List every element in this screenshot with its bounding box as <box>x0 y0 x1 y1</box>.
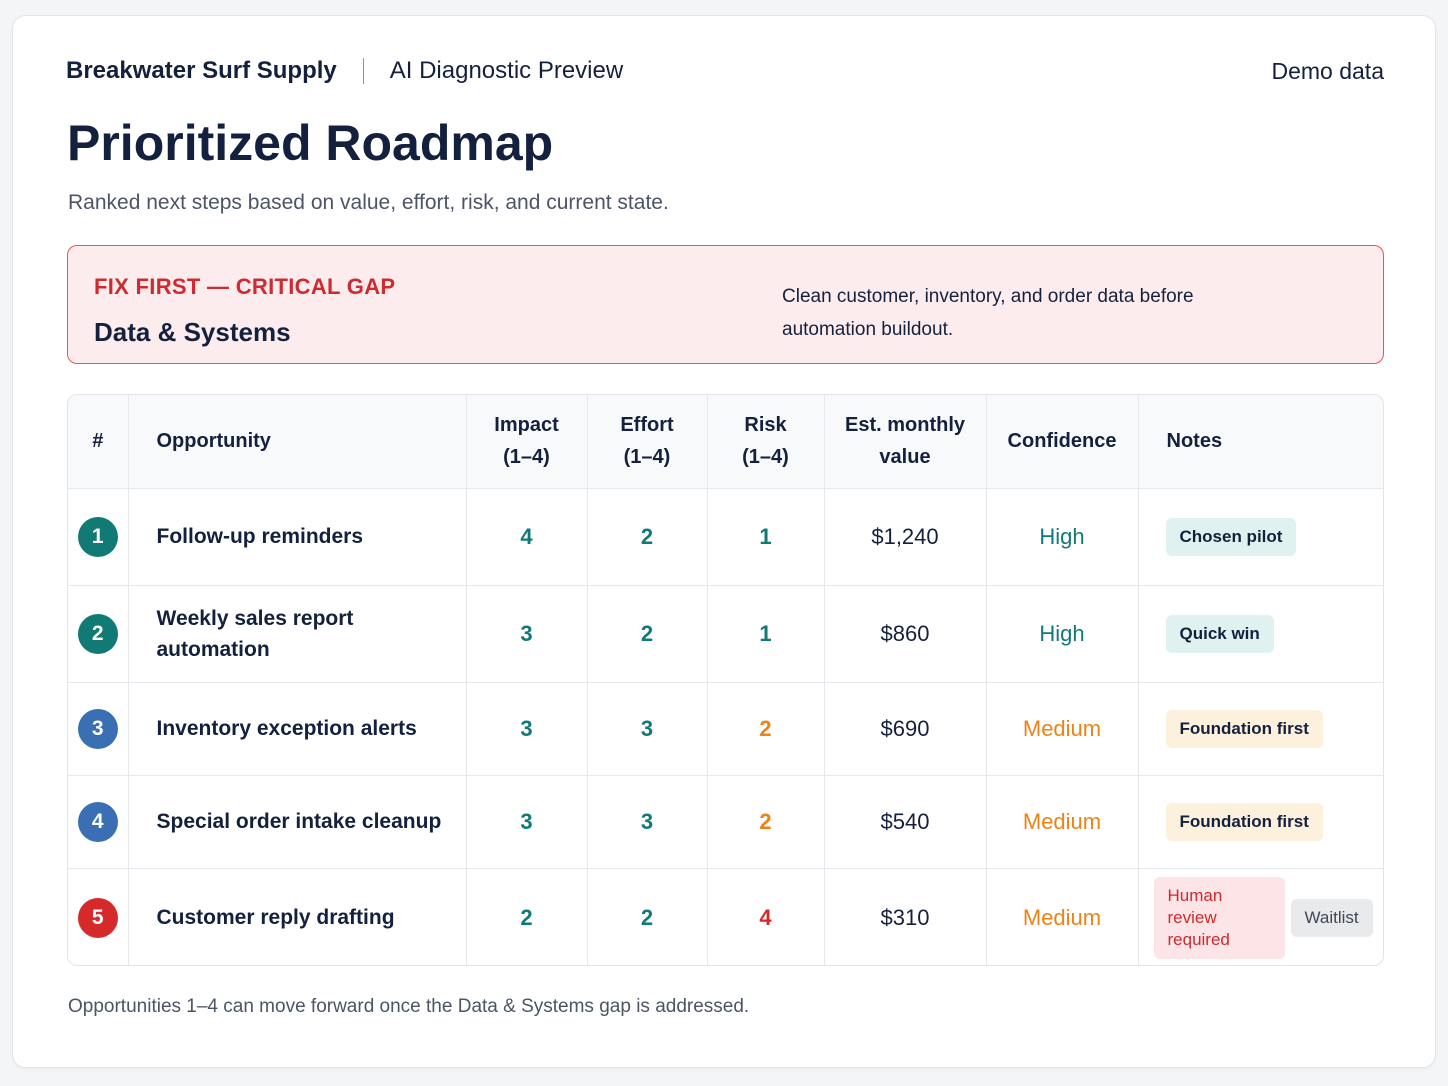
effort-score: 2 <box>640 523 654 549</box>
rank-badge: 4 <box>77 801 118 842</box>
risk-score: 4 <box>759 904 772 930</box>
note-badge: Foundation first <box>1165 802 1323 841</box>
confidence-level: High <box>1039 523 1085 549</box>
monthly-value: $540 <box>880 808 930 834</box>
table-row: 5 Customer reply drafting 2 2 4 $310 Med… <box>68 868 1383 965</box>
monthly-value: $690 <box>880 715 930 741</box>
confidence-level: Medium <box>1022 904 1102 930</box>
col-header-impact: Impact (1–4) <box>466 395 588 489</box>
rank-badge: 5 <box>77 897 118 938</box>
effort-score: 3 <box>640 715 654 741</box>
roadmap-table: # Opportunity Impact (1–4) Effort (1–4) Ri… <box>67 394 1384 966</box>
impact-score: 2 <box>520 904 533 930</box>
effort-score: 2 <box>640 620 654 646</box>
alert-text: Clean customer, inventory, and order dat… <box>782 286 1194 340</box>
impact-score: 4 <box>520 523 533 549</box>
monthly-value: $1,240 <box>871 523 939 549</box>
alert-kicker: FIX FIRST — CRITICAL GAP <box>94 274 396 299</box>
rank-badge: 1 <box>77 516 118 557</box>
demo-data-label: Demo data <box>1271 57 1384 84</box>
page-title: Prioritized Roadmap <box>67 115 554 171</box>
table-header-row: # Opportunity Impact (1–4) Effort (1–4) Ri… <box>68 395 1383 489</box>
note-badge: Quick win <box>1165 614 1274 653</box>
risk-score: 2 <box>759 808 772 834</box>
rank-badge: 2 <box>77 613 118 654</box>
header: Breakwater Surf Supply AI Diagnostic Pre… <box>66 54 1384 88</box>
effort-score: 3 <box>640 808 654 834</box>
table-row: 2 Weekly sales report automation 3 2 1 $… <box>68 585 1383 683</box>
note-badge: Chosen pilot <box>1165 517 1297 556</box>
confidence-level: Medium <box>1022 808 1102 834</box>
col-header-notes: Notes <box>1138 395 1383 489</box>
col-header-opportunity: Opportunity <box>128 395 467 489</box>
critical-gap-alert: FIX FIRST — CRITICAL GAP Data & Systems … <box>67 245 1384 364</box>
effort-score: 2 <box>640 904 654 930</box>
risk-score: 2 <box>759 715 772 741</box>
opportunity-name: Customer reply drafting <box>128 868 467 965</box>
roadmap-card: Breakwater Surf Supply AI Diagnostic Pre… <box>12 15 1436 1068</box>
table-row: 3 Inventory exception alerts 3 3 2 $690 … <box>68 682 1383 776</box>
confidence-level: High <box>1039 620 1085 646</box>
header-divider <box>362 58 364 84</box>
confidence-level: Medium <box>1022 715 1102 741</box>
product-name: AI Diagnostic Preview <box>389 57 624 84</box>
col-header-confidence: Confidence <box>986 395 1139 489</box>
brand-name: Breakwater Surf Supply <box>66 57 337 84</box>
table-row: 1 Follow-up reminders 4 2 1 $1,240 High … <box>68 488 1383 586</box>
col-header-effort: Effort (1–4) <box>587 395 708 489</box>
impact-score: 3 <box>520 715 533 741</box>
col-header-risk: Risk (1–4) <box>707 395 825 489</box>
monthly-value: $310 <box>880 904 930 930</box>
opportunity-name: Special order intake cleanup <box>128 775 467 869</box>
alert-title: Data & Systems <box>94 317 291 347</box>
risk-score: 1 <box>759 620 772 646</box>
col-header-monthly-value: Est. monthly value <box>824 395 987 489</box>
risk-score: 1 <box>759 523 772 549</box>
table-row: 4 Special order intake cleanup 3 3 2 $54… <box>68 775 1383 869</box>
opportunity-name: Weekly sales report automation <box>128 585 467 683</box>
page-subtitle: Ranked next steps based on value, effort… <box>68 191 669 214</box>
monthly-value: $860 <box>880 620 930 646</box>
note-badge-waitlist: Waitlist <box>1290 898 1373 937</box>
opportunity-name: Inventory exception alerts <box>128 682 467 776</box>
footer-note: Opportunities 1–4 can move forward once … <box>68 996 750 1017</box>
impact-score: 3 <box>520 808 533 834</box>
col-header-rank: # <box>68 395 129 489</box>
note-badge-human-review: Human review required <box>1153 876 1285 959</box>
opportunity-name: Follow-up reminders <box>128 488 467 586</box>
note-badge: Foundation first <box>1165 709 1323 748</box>
rank-badge: 3 <box>77 708 118 749</box>
impact-score: 3 <box>520 620 533 646</box>
